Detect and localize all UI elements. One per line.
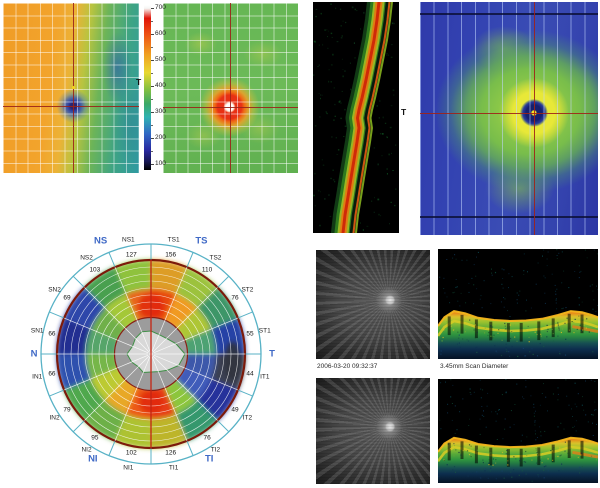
colorbar-minor-tick <box>151 124 153 126</box>
polar-sector-name: NI1 <box>123 464 134 472</box>
retinal-thickness-map-left <box>3 3 139 173</box>
polar-sector-value: 126 <box>165 449 177 457</box>
oct-circular-bscan-top <box>438 249 598 359</box>
retinal-thickness-map-right <box>163 3 298 173</box>
oct-bscan-vertical <box>313 2 399 233</box>
polar-sector-name: NI2 <box>81 446 92 454</box>
crosshair-horizontal <box>420 112 598 114</box>
polar-sector-name: ST2 <box>241 286 254 294</box>
polar-sector-value: 76 <box>203 434 211 442</box>
polar-sector-value: 127 <box>125 251 137 259</box>
colorbar-tick-label: 500 <box>155 56 166 63</box>
polar-sector-value: 44 <box>246 370 254 378</box>
colorbar-tick-label: 200 <box>155 134 166 141</box>
polar-sector-name: TS1 <box>167 236 180 244</box>
colorbar-tick <box>151 163 154 165</box>
temporal-marker-scan: T <box>401 107 407 117</box>
crosshair-vertical <box>533 2 535 235</box>
rnfl-polar-chart-graphic <box>40 243 262 465</box>
polar-sector-name: TI1 <box>168 464 179 472</box>
polar-sector-value: 55 <box>246 330 254 338</box>
colorbar-minor-tick <box>151 72 153 74</box>
colorbar-tick <box>151 111 154 113</box>
crosshair-vertical <box>229 3 231 173</box>
colorbar-tick-label: 300 <box>155 108 166 115</box>
oct-circular-bscan-bottom <box>438 379 598 483</box>
polar-sector-value: 156 <box>165 251 177 259</box>
oct-circular-bscan-bottom-image <box>438 379 598 483</box>
polar-sector-value: 49 <box>231 406 239 414</box>
polar-sector-value: 102 <box>125 449 137 457</box>
polar-sector-name: IT2 <box>242 414 253 422</box>
colorbar-minor-tick <box>151 150 153 152</box>
polar-sector-value: 110 <box>201 266 213 274</box>
oct-bscan-vertical-image <box>313 2 397 233</box>
fixation-dot <box>72 85 76 89</box>
colorbar-tick-label: 400 <box>155 82 166 89</box>
oct-circular-bscan-top-image <box>438 249 598 359</box>
polar-sector-name: NS2 <box>80 254 93 262</box>
polar-sector-value: 66 <box>48 370 56 378</box>
scan-limit-line-bottom <box>420 216 598 219</box>
fundus-image-bottom <box>316 378 430 484</box>
fundus-image-top <box>316 250 430 359</box>
polar-sector-value: 69 <box>63 294 71 302</box>
crosshair-horizontal <box>3 106 139 108</box>
colorbar-minor-tick <box>151 98 153 100</box>
polar-sector-value: 66 <box>48 330 56 338</box>
polar-group-label: TS <box>195 235 208 247</box>
scan-timestamp: 2006-03-20 09:32:37 <box>317 363 378 370</box>
colorbar-tick-label: 600 <box>155 30 166 37</box>
thickness-colorbar <box>144 5 151 170</box>
scan-diameter-label: 3.45mm Scan Diameter <box>440 363 509 370</box>
polar-sector-name: TI2 <box>210 446 221 454</box>
colorbar-tick-label: 700 <box>155 4 166 11</box>
map-grid <box>420 2 598 235</box>
colorbar-tick <box>151 137 154 139</box>
temporal-marker-map: T <box>136 77 142 87</box>
colorbar-tick <box>151 7 154 9</box>
colorbar-tick <box>151 33 154 35</box>
polar-group-label: TI <box>204 453 214 465</box>
polar-sector-name: TS2 <box>209 254 222 262</box>
colorbar-minor-tick <box>151 46 153 48</box>
polar-group-label: NS <box>93 235 108 247</box>
polar-sector-name: SN1 <box>30 327 44 335</box>
colorbar-tick <box>151 59 154 61</box>
scan-limit-line-top <box>420 12 598 15</box>
polar-sector-value: 76 <box>231 294 239 302</box>
macular-thickness-map <box>420 2 598 235</box>
polar-sector-name: ST1 <box>258 327 271 335</box>
polar-sector-name: IN2 <box>49 414 60 422</box>
polar-group-label: T <box>269 348 275 360</box>
crosshair-horizontal <box>163 107 298 109</box>
polar-sector-value: 103 <box>89 266 101 274</box>
polar-group-label: N <box>30 348 38 360</box>
colorbar-tick-label: 100 <box>155 160 166 167</box>
polar-sector-name: NS1 <box>122 236 135 244</box>
polar-sector-name: IN1 <box>32 373 43 381</box>
map-grid <box>3 3 139 173</box>
polar-sector-value: 95 <box>91 434 99 442</box>
colorbar-tick <box>151 85 154 87</box>
polar-sector-name: IT1 <box>260 373 270 381</box>
polar-group-label: NI <box>88 453 98 465</box>
polar-sector-value: 79 <box>63 406 71 414</box>
rnfl-polar-chart: TS1 156 TS2 110 ST2 76 ST1 55 IT1 44 IT2 49 TI2 76 TI1… <box>25 234 277 482</box>
polar-sector-name: SN2 <box>48 286 61 294</box>
colorbar-minor-tick <box>151 20 153 22</box>
